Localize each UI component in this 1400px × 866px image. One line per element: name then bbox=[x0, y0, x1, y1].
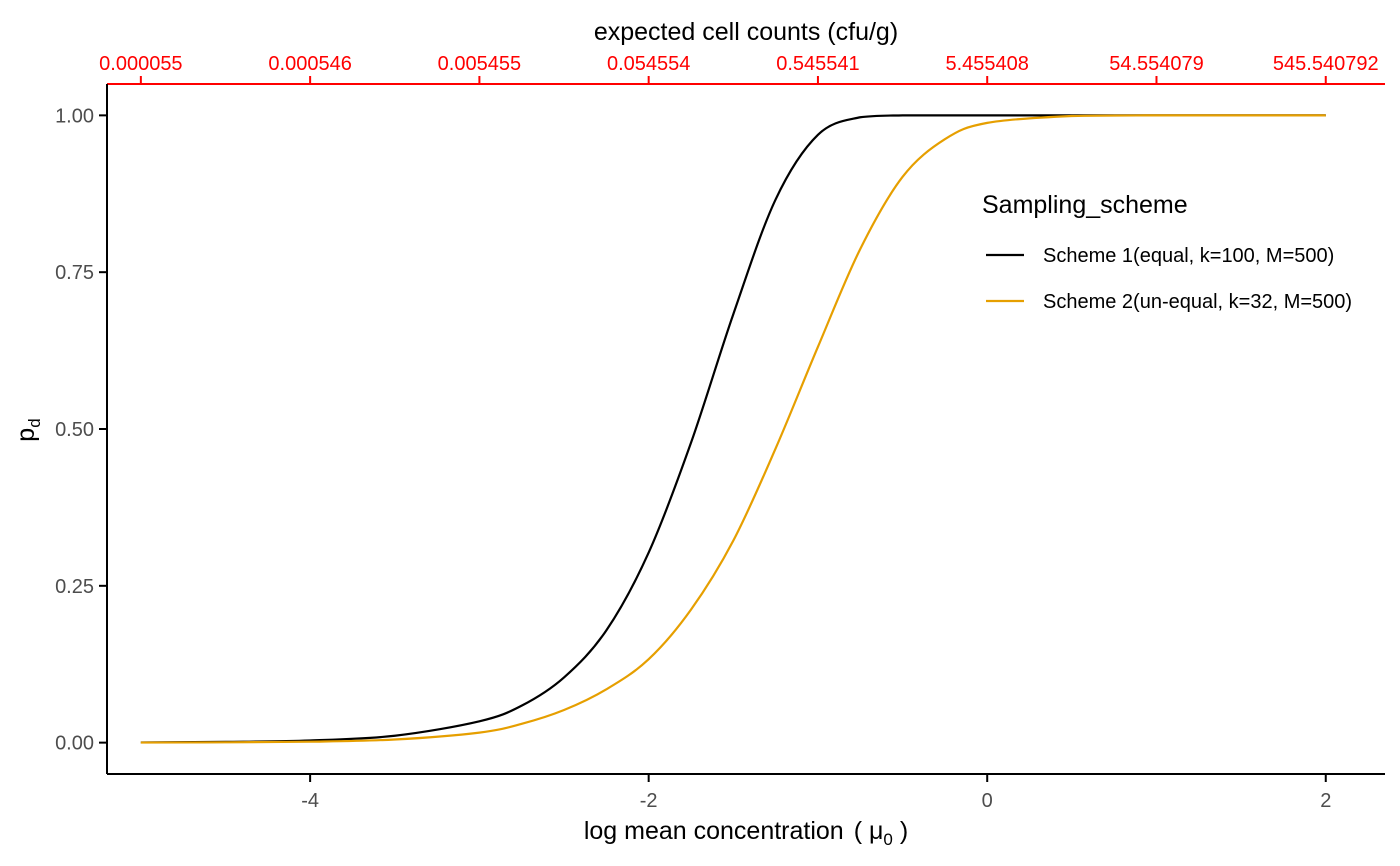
y-axis-title: pd bbox=[12, 418, 44, 441]
legend: Sampling_scheme Scheme 1(equal, k=100, M… bbox=[982, 191, 1352, 313]
x-axis-ticks: -4 -2 0 2 bbox=[301, 774, 1331, 812]
top-axis-ticks: 0.000055 0.000546 0.005455 0.054554 0.545541… bbox=[99, 53, 1379, 84]
top-tick-label: 0.005455 bbox=[438, 53, 521, 75]
x-axis-title-subscript: 0 bbox=[883, 830, 892, 849]
series-line-2 bbox=[140, 114, 1326, 744]
x-axis-title-open-paren: ( bbox=[854, 817, 869, 845]
y-tick-label: 0.25 bbox=[55, 576, 94, 598]
top-tick-label: 5.455408 bbox=[946, 53, 1029, 75]
top-tick-label: 0.545541 bbox=[776, 53, 859, 75]
top-tick-label: 0.000055 bbox=[99, 53, 182, 75]
top-tick-label: 54.554079 bbox=[1109, 53, 1204, 75]
x-axis-title-symbol: μ bbox=[869, 817, 883, 845]
x-tick-label: -4 bbox=[301, 790, 319, 812]
x-axis-title-close-paren: ) bbox=[893, 817, 908, 845]
x-axis-title-text: log mean concentration bbox=[584, 817, 844, 845]
legend-label-2: Scheme 2(un-equal, k=32, M=500) bbox=[1043, 291, 1352, 313]
legend-label-1: Scheme 1(equal, k=100, M=500) bbox=[1043, 245, 1334, 267]
top-tick-label: 0.000546 bbox=[268, 53, 351, 75]
y-tick-label: 0.75 bbox=[55, 262, 94, 284]
top-tick-label: 545.540792 bbox=[1273, 53, 1379, 75]
x-tick-label: -2 bbox=[640, 790, 658, 812]
y-axis-ticks: 0.00 0.25 0.50 0.75 1.00 bbox=[55, 105, 107, 755]
x-tick-label: 2 bbox=[1320, 790, 1331, 812]
y-axis-title-subscript: d bbox=[25, 418, 44, 427]
y-tick-label: 0.50 bbox=[55, 419, 94, 441]
legend-title: Sampling_scheme bbox=[982, 191, 1188, 219]
series-lines bbox=[140, 114, 1326, 744]
y-tick-label: 1.00 bbox=[55, 105, 94, 127]
y-axis-title-text: p bbox=[12, 428, 40, 442]
top-tick-label: 0.054554 bbox=[607, 53, 690, 75]
x-axis-title: log mean concentration ( μ0 ) bbox=[584, 817, 908, 849]
series-line-1 bbox=[140, 114, 1326, 744]
y-tick-label: 0.00 bbox=[55, 733, 94, 755]
x-tick-label: 0 bbox=[982, 790, 993, 812]
legend-items: Scheme 1(equal, k=100, M=500) Scheme 2(un… bbox=[986, 245, 1352, 313]
top-axis-title: expected cell counts (cfu/g) bbox=[594, 18, 898, 46]
